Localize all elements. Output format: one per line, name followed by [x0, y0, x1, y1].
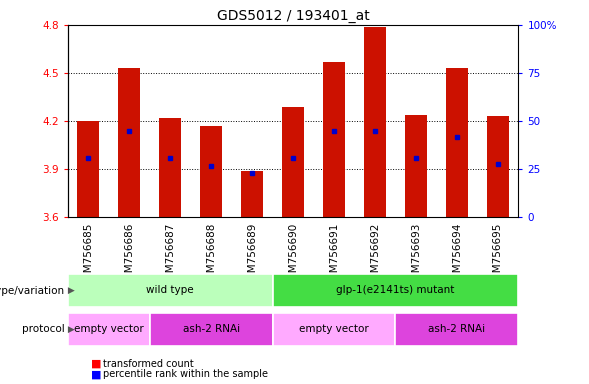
- Text: ■: ■: [91, 359, 102, 369]
- Bar: [150, 313, 273, 346]
- Text: ash-2 RNAi: ash-2 RNAi: [183, 324, 240, 334]
- Bar: [118, 68, 140, 217]
- Bar: [446, 68, 468, 217]
- Text: GSM756688: GSM756688: [206, 223, 216, 286]
- Bar: [282, 107, 305, 217]
- Bar: [273, 313, 395, 346]
- Bar: [68, 313, 150, 346]
- Text: ash-2 RNAi: ash-2 RNAi: [428, 324, 485, 334]
- Bar: [159, 118, 181, 217]
- Text: GSM756685: GSM756685: [83, 223, 93, 286]
- Text: GSM756695: GSM756695: [493, 223, 503, 286]
- Text: GSM756689: GSM756689: [247, 223, 257, 286]
- Text: transformed count: transformed count: [103, 359, 194, 369]
- Text: glp-1(e2141ts) mutant: glp-1(e2141ts) mutant: [336, 285, 455, 295]
- Text: wild type: wild type: [146, 285, 194, 295]
- Text: GSM756692: GSM756692: [370, 223, 380, 286]
- Text: empty vector: empty vector: [299, 324, 369, 334]
- Text: ▶: ▶: [65, 325, 75, 334]
- Text: GSM756694: GSM756694: [452, 223, 462, 286]
- Bar: [395, 313, 518, 346]
- Bar: [68, 275, 273, 307]
- Text: GSM756691: GSM756691: [329, 223, 339, 286]
- Text: ■: ■: [91, 369, 102, 379]
- Bar: [200, 126, 223, 217]
- Text: empty vector: empty vector: [74, 324, 144, 334]
- Bar: [363, 26, 386, 217]
- Text: GSM756690: GSM756690: [288, 223, 298, 286]
- Text: protocol: protocol: [22, 324, 65, 334]
- Text: percentile rank within the sample: percentile rank within the sample: [103, 369, 268, 379]
- Text: genotype/variation: genotype/variation: [0, 286, 65, 296]
- Bar: [405, 114, 427, 217]
- Bar: [241, 171, 263, 217]
- Text: GSM756687: GSM756687: [165, 223, 175, 286]
- Title: GDS5012 / 193401_at: GDS5012 / 193401_at: [217, 8, 369, 23]
- Text: GSM756686: GSM756686: [124, 223, 134, 286]
- Bar: [273, 275, 518, 307]
- Bar: [487, 116, 509, 217]
- Bar: [77, 121, 100, 217]
- Text: GSM756693: GSM756693: [411, 223, 421, 286]
- Bar: [323, 62, 345, 217]
- Text: ▶: ▶: [65, 286, 75, 295]
